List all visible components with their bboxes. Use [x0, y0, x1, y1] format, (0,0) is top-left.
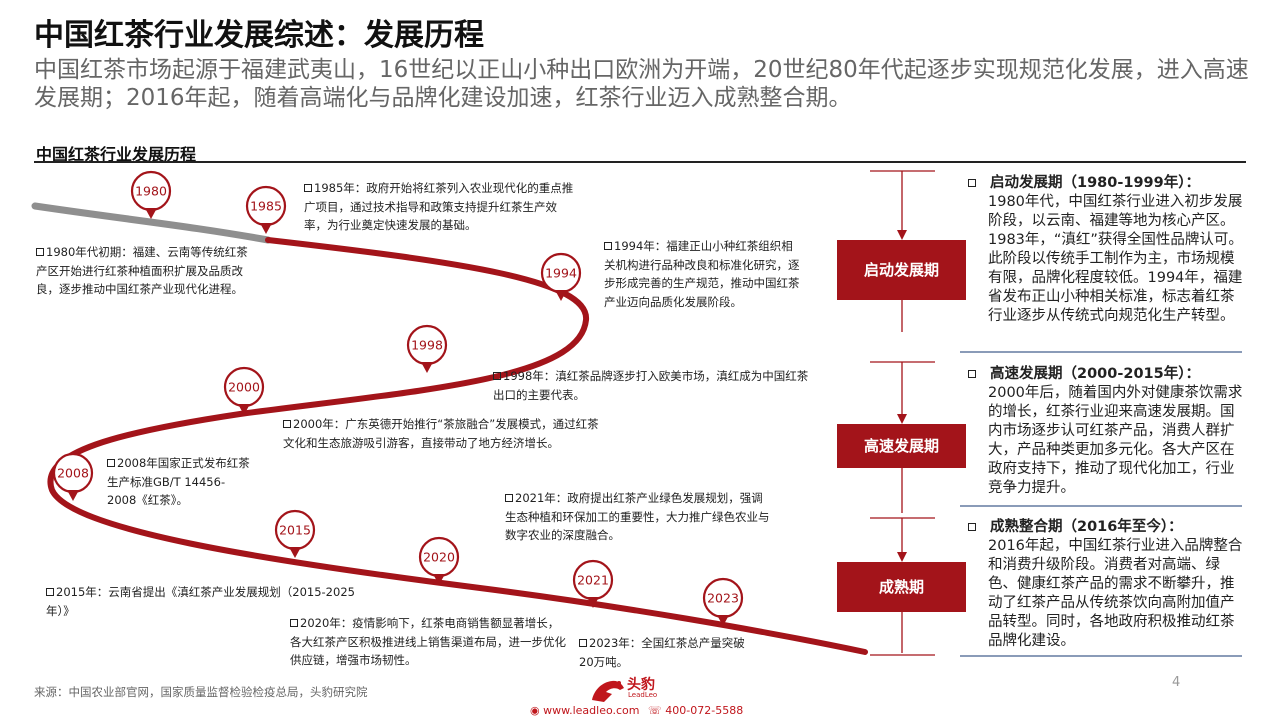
year-marker-label: 2008	[57, 466, 89, 481]
stage-label-mature: 成熟期	[837, 562, 966, 612]
footer-website[interactable]: ◉ www.leadleo.com	[530, 704, 640, 717]
event-1985: 1985年：政府开始将红茶列入农业现代化的重点推广项目，通过技术指导和政策支持提…	[304, 181, 574, 232]
year-marker: 2000	[223, 366, 265, 415]
event-2008: 2008年国家正式发布红茶生产标准GB/T 14456-2008《红茶》。	[107, 456, 250, 507]
year-marker-label: 2015	[279, 523, 311, 538]
leopard-logo-icon	[592, 680, 624, 702]
event-2015: 2015年：云南省提出《滇红茶产业发展规划（2015-2025年）》	[46, 585, 355, 618]
stage-divider	[960, 351, 1242, 353]
year-marker: 2021	[572, 559, 614, 608]
stage-label-startup: 启动发展期	[837, 240, 966, 300]
stage-divider	[960, 505, 1242, 507]
bullet-square-icon	[46, 588, 54, 596]
stage-detail-text: 2000年后，随着国内外对健康茶饮需求的增长，红茶行业迎来高速发展期。国内市场逐…	[988, 385, 1243, 496]
bullet-square-icon	[107, 459, 115, 467]
page-title: 中国红茶行业发展综述：发展历程	[34, 18, 484, 53]
year-marker: 2023	[702, 577, 744, 626]
stage-detail-startup: 启动发展期（1980-1999年）： 1980年代，中国红茶行业进入初步发展阶段…	[960, 174, 1244, 326]
footer-phone[interactable]: ☏ 400-072-5588	[648, 704, 744, 717]
phone-icon: ☏	[648, 704, 662, 717]
stage-detail-text: 1980年代，中国红茶行业进入初步发展阶段，以云南、福建等地为核心产区。1983…	[988, 194, 1243, 324]
year-marker: 1980	[130, 170, 172, 219]
timeline-curve-early	[31, 202, 272, 244]
event-2020: 2020年：疫情影响下，红茶电商销售额显著增长，各大红茶产区积极推进线上销售渠道…	[290, 616, 566, 667]
bullet-square-icon	[579, 639, 587, 647]
bullet-square-icon	[493, 372, 501, 380]
brand-name-en: LeadLeo	[628, 691, 658, 699]
page-number: 4	[1172, 675, 1181, 690]
bullet-square-icon	[505, 494, 513, 502]
year-marker: 1985	[245, 185, 287, 234]
stage-label-rapid-growth: 高速发展期	[837, 424, 966, 468]
event-1980s: 1980年代初期：福建、云南等传统红茶产区开始进行红茶种植面积扩展及品质改良，逐…	[36, 245, 248, 296]
bullet-square-icon	[968, 179, 976, 187]
bullet-square-icon	[290, 619, 298, 627]
year-marker: 1998	[406, 324, 448, 373]
year-marker-label: 2023	[707, 591, 739, 606]
stage-detail-mature: 成熟整合期（2016年至今）： 2016年起，中国红茶行业进入品牌整合和消费升级…	[960, 518, 1244, 651]
event-2000: 2000年：广东英德开始推行“茶旅融合”发展模式，通过红茶文化和生态旅游吸引游客…	[283, 417, 599, 450]
event-1994: 1994年：福建正山小种红茶组织相关机构进行品种改良和标准化研究，逐步形成完善的…	[604, 239, 800, 309]
section-title: 中国红茶行业发展历程	[36, 145, 197, 164]
year-marker-label: 2021	[577, 573, 609, 588]
bullet-square-icon	[304, 184, 312, 192]
year-marker-label: 2000	[228, 380, 260, 395]
page-subtitle: 中国红茶市场起源于福建武夷山，16世纪以正山小种出口欧洲为开端，20世纪80年代…	[34, 57, 1249, 111]
web-icon: ◉	[530, 704, 540, 717]
bullet-square-icon	[968, 523, 976, 531]
year-marker: 2020	[418, 536, 460, 585]
source-note: 来源：中国农业部官网，国家质量监督检验检疫总局，头豹研究院	[34, 685, 368, 699]
bullet-square-icon	[283, 420, 291, 428]
stage-detail-heading: 启动发展期（1980-1999年）：	[990, 175, 1200, 191]
bullet-square-icon	[36, 248, 44, 256]
year-marker-label: 1994	[545, 266, 577, 281]
stage-detail-heading: 成熟整合期（2016年至今）：	[990, 519, 1183, 535]
section-divider	[34, 161, 1246, 163]
stage-detail-text: 2016年起，中国红茶行业进入品牌整合和消费升级阶段。消费者对高端、绿色、健康红…	[988, 538, 1243, 649]
bullet-square-icon	[968, 370, 976, 378]
year-marker-label: 2020	[423, 550, 455, 565]
year-marker-label: 1998	[411, 338, 443, 353]
year-marker-label: 1985	[250, 199, 282, 214]
event-2023: 2023年：全国红茶总产量突破20万吨。	[579, 636, 745, 669]
event-2021: 2021年：政府提出红茶产业绿色发展规划，强调生态种植和环保加工的重要性，大力推…	[505, 491, 770, 542]
year-marker: 1994	[540, 252, 582, 301]
stage-detail-rapid-growth: 高速发展期（2000-2015年）： 2000年后，随着国内外对健康茶饮需求的增…	[960, 365, 1244, 498]
year-marker: 2008	[52, 452, 94, 501]
event-1998: 1998年：滇红茶品牌逐步打入欧美市场，滇红成为中国红茶出口的主要代表。	[493, 369, 809, 402]
bullet-square-icon	[604, 242, 612, 250]
stage-divider	[960, 655, 1242, 657]
year-marker: 2015	[274, 509, 316, 558]
year-marker-label: 1980	[135, 184, 167, 199]
brand-name: 头豹	[627, 677, 655, 693]
stage-detail-heading: 高速发展期（2000-2015年）：	[990, 366, 1200, 382]
